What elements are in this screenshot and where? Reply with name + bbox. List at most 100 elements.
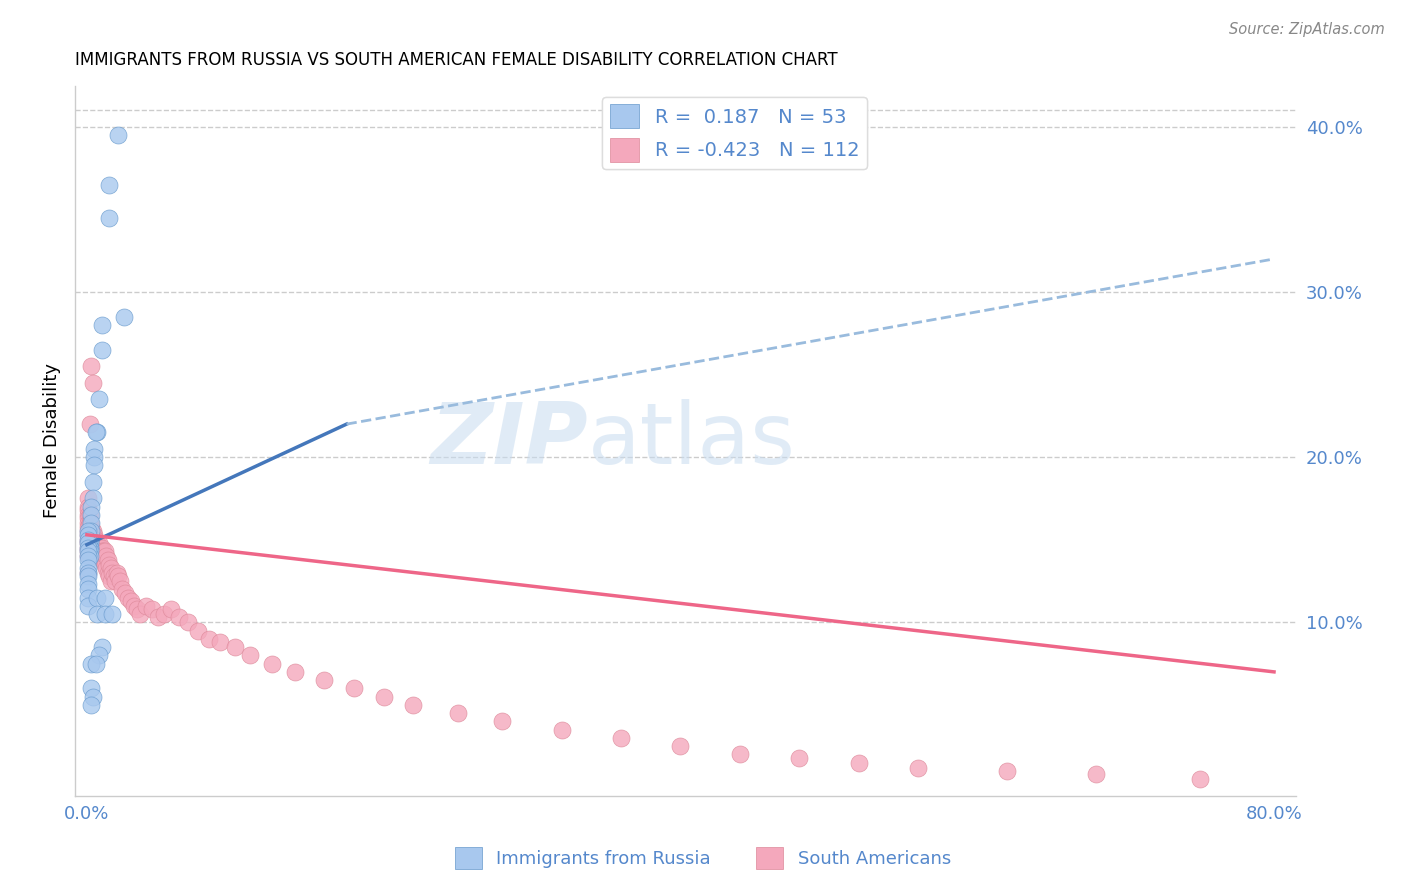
Point bbox=[90, 544, 112, 558]
Point bbox=[160, 602, 183, 616]
Point bbox=[112, 310, 135, 324]
Point bbox=[77, 566, 100, 580]
Point bbox=[284, 665, 307, 679]
Point bbox=[93, 558, 115, 572]
Point bbox=[80, 681, 103, 696]
Point bbox=[79, 533, 101, 547]
Point bbox=[82, 536, 104, 550]
Point bbox=[83, 442, 105, 456]
Point bbox=[105, 566, 128, 580]
Point bbox=[77, 524, 100, 539]
Point bbox=[77, 541, 100, 555]
Point bbox=[79, 516, 101, 531]
Point bbox=[80, 516, 103, 531]
Point bbox=[98, 569, 121, 583]
Point bbox=[103, 569, 125, 583]
Point bbox=[82, 533, 104, 547]
Point bbox=[343, 681, 366, 696]
Point bbox=[83, 458, 105, 473]
Point bbox=[100, 561, 122, 575]
Point bbox=[551, 723, 574, 737]
Point bbox=[90, 640, 112, 654]
Point bbox=[82, 524, 104, 539]
Point bbox=[79, 524, 101, 539]
Point bbox=[86, 425, 108, 440]
Point bbox=[79, 541, 101, 555]
Point bbox=[84, 533, 107, 547]
Point bbox=[91, 544, 114, 558]
Point bbox=[491, 714, 513, 729]
Point bbox=[77, 544, 100, 558]
Point bbox=[995, 764, 1018, 778]
Point bbox=[77, 549, 100, 564]
Point bbox=[79, 417, 101, 431]
Point bbox=[167, 610, 190, 624]
Point bbox=[82, 475, 104, 489]
Point bbox=[117, 591, 139, 605]
Point bbox=[79, 541, 101, 555]
Point bbox=[97, 566, 120, 580]
Point bbox=[224, 640, 246, 654]
Point bbox=[107, 128, 129, 142]
Point bbox=[239, 648, 262, 663]
Point bbox=[80, 508, 103, 522]
Point bbox=[100, 574, 122, 588]
Point bbox=[114, 585, 136, 599]
Point bbox=[77, 541, 100, 555]
Point bbox=[77, 599, 100, 613]
Point bbox=[82, 491, 104, 506]
Point bbox=[124, 599, 146, 613]
Point bbox=[80, 524, 103, 539]
Point bbox=[90, 541, 112, 555]
Point bbox=[84, 536, 107, 550]
Point bbox=[87, 541, 110, 555]
Point bbox=[91, 552, 114, 566]
Point bbox=[80, 519, 103, 533]
Point bbox=[77, 533, 100, 547]
Point bbox=[84, 425, 107, 440]
Point bbox=[98, 211, 121, 225]
Point bbox=[83, 528, 105, 542]
Point bbox=[93, 607, 115, 621]
Point bbox=[728, 747, 751, 762]
Point bbox=[669, 739, 692, 754]
Point bbox=[314, 673, 336, 687]
Point bbox=[93, 544, 115, 558]
Point bbox=[77, 544, 100, 558]
Point bbox=[87, 392, 110, 407]
Point bbox=[83, 536, 105, 550]
Point bbox=[373, 690, 395, 704]
Point bbox=[82, 376, 104, 390]
Point bbox=[111, 582, 134, 597]
Point bbox=[77, 511, 100, 525]
Point bbox=[848, 756, 870, 770]
Point bbox=[96, 549, 118, 564]
Legend: Immigrants from Russia, South Americans: Immigrants from Russia, South Americans bbox=[447, 839, 959, 876]
Point bbox=[87, 648, 110, 663]
Point bbox=[77, 524, 100, 539]
Point bbox=[262, 657, 284, 671]
Point bbox=[80, 541, 103, 555]
Point bbox=[83, 533, 105, 547]
Point bbox=[79, 541, 101, 555]
Point bbox=[77, 561, 100, 575]
Point bbox=[77, 569, 100, 583]
Point bbox=[89, 549, 111, 564]
Point bbox=[79, 533, 101, 547]
Point bbox=[93, 591, 115, 605]
Point bbox=[86, 541, 108, 555]
Point bbox=[907, 761, 929, 775]
Point bbox=[120, 594, 142, 608]
Point bbox=[87, 536, 110, 550]
Point bbox=[80, 500, 103, 514]
Point bbox=[77, 508, 100, 522]
Point bbox=[80, 533, 103, 547]
Point bbox=[79, 528, 101, 542]
Point bbox=[77, 549, 100, 564]
Point bbox=[187, 624, 209, 638]
Point bbox=[77, 566, 100, 580]
Point bbox=[86, 549, 108, 564]
Point bbox=[90, 552, 112, 566]
Point bbox=[90, 318, 112, 332]
Point bbox=[80, 524, 103, 539]
